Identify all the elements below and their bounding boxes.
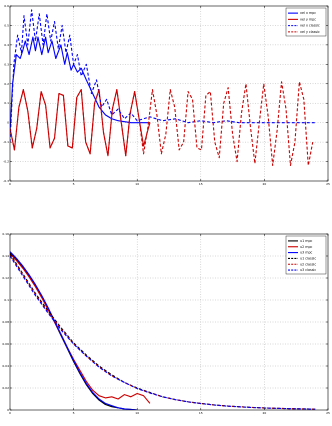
legend-label-vel-y-classic: vel y classic [300, 30, 320, 34]
y-tick-label: 0.12 [2, 276, 9, 280]
legend-box [285, 235, 327, 275]
x-tick-label: 10 [135, 182, 139, 186]
y-tick-label: 0.5 [4, 23, 9, 27]
y-tick-label: 0.3 [4, 62, 9, 66]
legend-label-vel-y-mpc: vel y mpc [300, 17, 316, 21]
y-tick-label: 0.4 [4, 43, 9, 47]
x-tick-label: 20 [262, 411, 266, 415]
x-tick-label: 5 [73, 182, 75, 186]
grid [10, 6, 328, 181]
y-tick-label: 0.08 [2, 320, 9, 324]
legend-label-u2-classic: u2 classic [300, 262, 316, 266]
x-tick-label: 0 [9, 411, 11, 415]
x-tick-label: 10 [135, 411, 139, 415]
x-tick-label: 25 [326, 182, 330, 186]
control-chart: 0 5 10 15 20 2500.020.040.060.080.10.120.140.… [2, 232, 330, 415]
y-tick-label: 0.1 [4, 298, 9, 302]
legend-label-vel-x-classic: vel x classic [300, 24, 320, 28]
y-tick-label: 0.04 [2, 364, 9, 368]
legend-label-u3-classic: u3 classic [300, 268, 316, 272]
y-tick-label: 0 [7, 408, 9, 412]
legend-label-vel-x-mpc: vel x mpc [300, 11, 316, 15]
legend: vel x mpc vel y mpc vel x classic vel y cla… [285, 7, 327, 37]
y-tick-label: 0.06 [2, 342, 9, 346]
series-line-vel-x-classic [10, 9, 316, 143]
series-group [10, 9, 316, 166]
x-tick-label: 20 [262, 182, 266, 186]
series-line-u2-mpc [10, 253, 151, 404]
y-tick-label: 0.1 [4, 101, 9, 105]
y-tick-label: -0.1 [3, 140, 9, 144]
y-tick-label: 0.2 [4, 82, 9, 86]
y-tick-label: 0 [7, 121, 9, 125]
y-tick-label: 0.6 [4, 4, 9, 8]
y-tick-label: 0.14 [2, 254, 9, 258]
legend-label-u3-mpc: u3 mpc [300, 251, 313, 255]
series-line-u3-mpc [10, 251, 138, 410]
x-tick-label: 0 [9, 182, 11, 186]
x-tick-label: 15 [199, 182, 203, 186]
x-tick-label: 15 [199, 411, 203, 415]
legend-label-u2-mpc: u2 mpc [300, 245, 313, 249]
y-tick-label: -0.2 [3, 160, 9, 164]
series-line-vel-x-mpc [10, 36, 150, 133]
x-tick-label: 25 [326, 411, 330, 415]
x-tick-label: 5 [73, 411, 75, 415]
grid [10, 234, 328, 410]
y-tick-label: -0.3 [3, 179, 9, 183]
series-line-vel-y-classic [10, 81, 314, 166]
legend-label-u1-mpc: u1 mpc [300, 239, 313, 243]
velocity-chart: 0 5 10 15 20 25 -0.3 -0.2 -0.1 0 0.1 0.2 0.3 0.4 0.5 0.… [3, 4, 330, 186]
y-tick-label: 0.16 [2, 232, 9, 236]
plot-frame [9, 5, 329, 182]
y-tick-label: 0.02 [2, 386, 9, 390]
legend-label-u1-classic: u1 classic [300, 257, 316, 261]
